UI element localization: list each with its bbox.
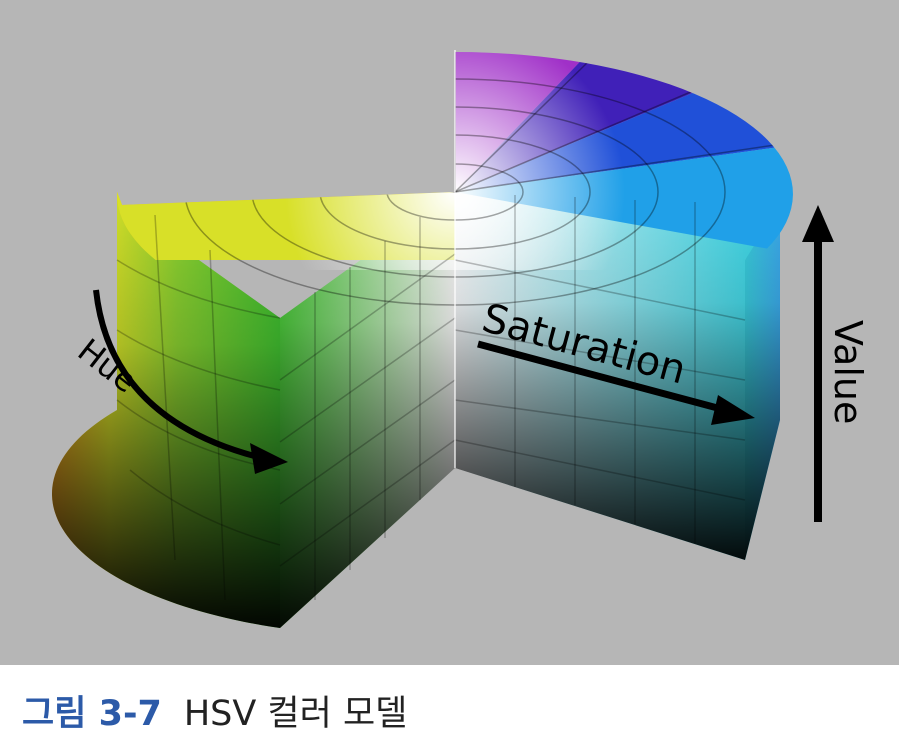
top-hue-disc — [116, 52, 793, 306]
hue-arrow — [93, 289, 263, 461]
saturation-arrowhead — [711, 395, 755, 425]
figure-caption: 그림 3-7 HSV 컬러 모델 — [22, 688, 407, 740]
caption-title: HSV 컬러 모델 — [183, 694, 408, 734]
hue-arrowhead — [250, 443, 288, 474]
value-label: Value — [826, 320, 870, 424]
value-arrowhead — [802, 205, 834, 242]
saturation-arrow — [477, 340, 726, 414]
hsv-figure-panel: Hue Saturation Value — [0, 0, 899, 665]
hsv-cylinder-diagram: Hue Saturation Value — [51, 50, 870, 628]
caption-label: 그림 3-7 — [22, 694, 162, 734]
